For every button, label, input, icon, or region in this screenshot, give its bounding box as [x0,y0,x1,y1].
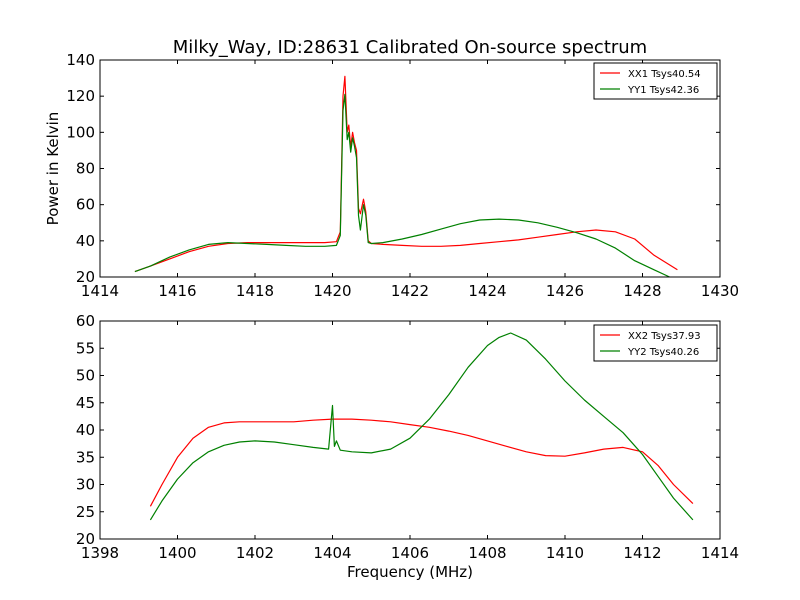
x-tick-label: 1412 [623,544,661,562]
y-tick-label: 20 [76,530,95,548]
x-tick-label: 1414 [701,544,739,562]
y-tick-label: 100 [66,123,95,141]
x-tick-label: 1416 [158,282,196,300]
y-axis-label: Power in Kelvin [44,112,62,226]
y-tick-label: 25 [76,503,95,521]
y-tick-label: 35 [76,448,95,466]
legend-label: XX2 Tsys37.93 [628,331,701,342]
x-tick-label: 1422 [391,282,429,300]
y-tick-label: 30 [76,476,95,494]
x-tick-label: 1400 [158,544,196,562]
y-tick-label: 120 [66,87,95,105]
chart-title: Milky_Way, ID:28631 Calibrated On-source… [173,37,647,58]
legend-box [593,324,718,362]
x-tick-label: 1420 [313,282,351,300]
x-tick-label: 1402 [236,544,274,562]
x-tick-label: 1426 [546,282,584,300]
bottom-subplot: 1398 1400 1402 1404 1406 1408 1410 1412 1414 20 25… [76,312,739,581]
y-tick-label: 60 [76,196,95,214]
x-tick-label: 1430 [701,282,739,300]
x-tick-label: 1406 [391,544,429,562]
x-tick-label: 1398 [81,544,119,562]
y-tick-label: 60 [76,312,95,330]
y-tick-label: 80 [76,160,95,178]
x-axis-label: Frequency (MHz) [347,563,473,581]
x-tick-label: 1410 [546,544,584,562]
x-tick-label: 1404 [313,544,351,562]
y-tick-label: 140 [66,51,95,69]
y-tick-label: 55 [76,339,95,357]
top-subplot: 1414 1416 1418 1420 1422 1424 1426 1428 1430 20 40… [44,51,739,300]
series-line-yy1 [134,93,670,278]
x-tick-label: 1418 [236,282,274,300]
series-line-xx2 [149,418,694,507]
y-tick-label: 40 [76,421,95,439]
series-line-yy2 [149,332,694,521]
y-tick-label: 50 [76,367,95,385]
legend-label: YY2 Tsys40.26 [627,347,699,358]
y-tick-label: 40 [76,232,95,250]
legend-label: YY1 Tsys42.36 [627,85,699,96]
x-tick-label: 1428 [623,282,661,300]
x-tick-label: 1408 [468,544,506,562]
y-tick-label: 45 [76,394,95,412]
y-tick-label: 20 [76,268,95,286]
x-tick-label: 1424 [468,282,506,300]
x-tick-label: 1414 [81,282,119,300]
legend-label: XX1 Tsys40.54 [628,69,701,80]
legend-box [593,62,718,100]
